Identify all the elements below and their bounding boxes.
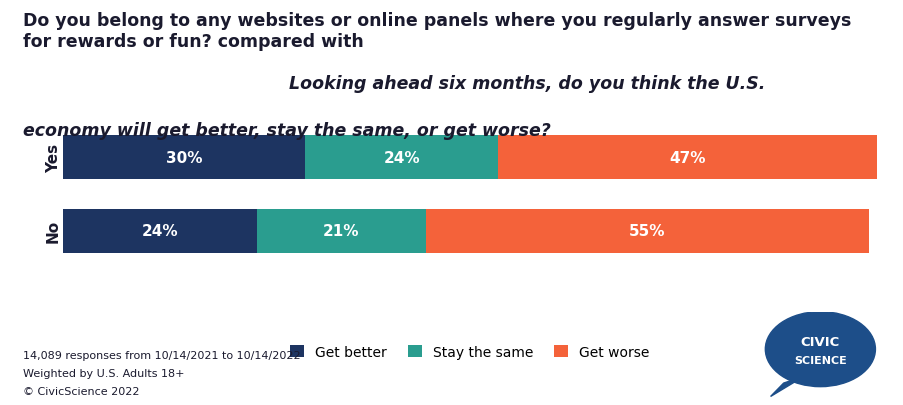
Legend: Get better, Stay the same, Get worse: Get better, Stay the same, Get worse [284, 339, 655, 364]
Bar [498, 136, 876, 180]
Text: Yes: Yes [46, 143, 61, 172]
Text: for rewards or fun? compared with: for rewards or fun? compared with [23, 12, 369, 51]
Text: Weighted by U.S. Adults 18+: Weighted by U.S. Adults 18+ [23, 369, 184, 379]
Polygon shape [769, 376, 804, 396]
Circle shape [765, 312, 874, 387]
Text: Looking ahead six months, do you think the U.S.: Looking ahead six months, do you think t… [289, 75, 765, 93]
Text: 55%: 55% [628, 224, 665, 239]
Text: SCIENCE: SCIENCE [793, 355, 846, 365]
Text: 30%: 30% [165, 150, 202, 165]
Text: 14,089 responses from 10/14/2021 to 10/14/2022: 14,089 responses from 10/14/2021 to 10/1… [23, 350, 300, 360]
Text: 47%: 47% [668, 150, 705, 165]
Text: 24%: 24% [383, 150, 420, 165]
Text: 24%: 24% [142, 224, 178, 239]
Bar [256, 209, 425, 253]
Bar [304, 136, 498, 180]
Text: No: No [46, 220, 61, 243]
Bar [63, 209, 256, 253]
Bar [63, 136, 304, 180]
Text: CIVIC: CIVIC [800, 336, 839, 349]
Text: 21%: 21% [322, 224, 359, 239]
Bar [425, 209, 868, 253]
Text: economy will get better, stay the same, or get worse?: economy will get better, stay the same, … [23, 122, 550, 139]
Text: for rewards or fun? compared with ​​​​​​​​​​​​​​​​​​​​​​​​​​​Looking ahead six m: for rewards or fun? compared with ​​​​​​… [23, 12, 845, 51]
Text: © CivicScience 2022: © CivicScience 2022 [23, 386, 139, 396]
Text: Do you belong to any websites or online panels where you regularly answer survey: Do you belong to any websites or online … [23, 12, 850, 30]
